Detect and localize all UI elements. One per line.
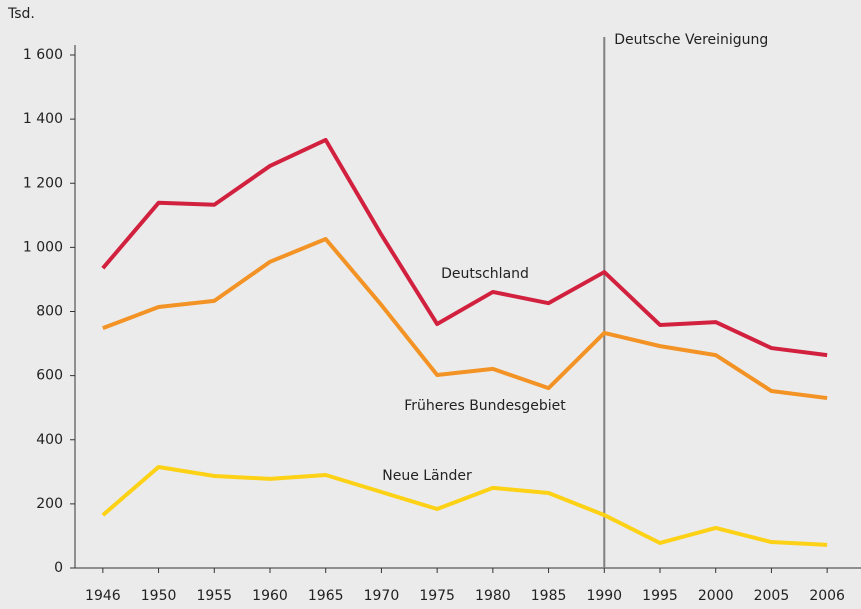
x-tick-label: 1995 — [642, 588, 678, 604]
x-tick-label: 1990 — [586, 588, 622, 604]
x-tick-label: 1950 — [141, 588, 177, 604]
annotation-text: Deutsche Vereinigung — [614, 32, 768, 48]
x-tick-label: 1955 — [196, 588, 232, 604]
y-tick-label: 400 — [36, 432, 63, 448]
series-label: Neue Länder — [382, 468, 472, 484]
x-tick-label: 1975 — [419, 588, 455, 604]
y-tick-label: 1 200 — [23, 175, 63, 191]
x-tick-label: 1985 — [531, 588, 567, 604]
series-label: Deutschland — [441, 266, 529, 282]
x-tick-label: 1960 — [252, 588, 288, 604]
y-tick-label: 1 600 — [23, 47, 63, 63]
y-tick-label: 1 000 — [23, 239, 63, 255]
x-tick-label: 1980 — [475, 588, 511, 604]
x-tick-label: 2006 — [809, 588, 845, 604]
x-tick-label: 1965 — [308, 588, 344, 604]
series-label: Früheres Bundesgebiet — [404, 398, 566, 414]
x-tick-label: 1946 — [85, 588, 121, 604]
series-line — [101, 465, 828, 547]
series-line — [101, 137, 828, 358]
y-axis-label: Tsd. — [7, 6, 35, 22]
x-tick-label: 2005 — [754, 588, 790, 604]
x-tick-label: 1970 — [364, 588, 400, 604]
y-tick-label: 600 — [36, 368, 63, 384]
y-tick-label: 200 — [36, 496, 63, 512]
series-line — [102, 237, 828, 401]
y-tick-label: 1 400 — [23, 111, 63, 127]
y-tick-label: 800 — [36, 304, 63, 320]
x-tick-label: 2000 — [698, 588, 734, 604]
y-tick-label: 0 — [54, 560, 63, 576]
